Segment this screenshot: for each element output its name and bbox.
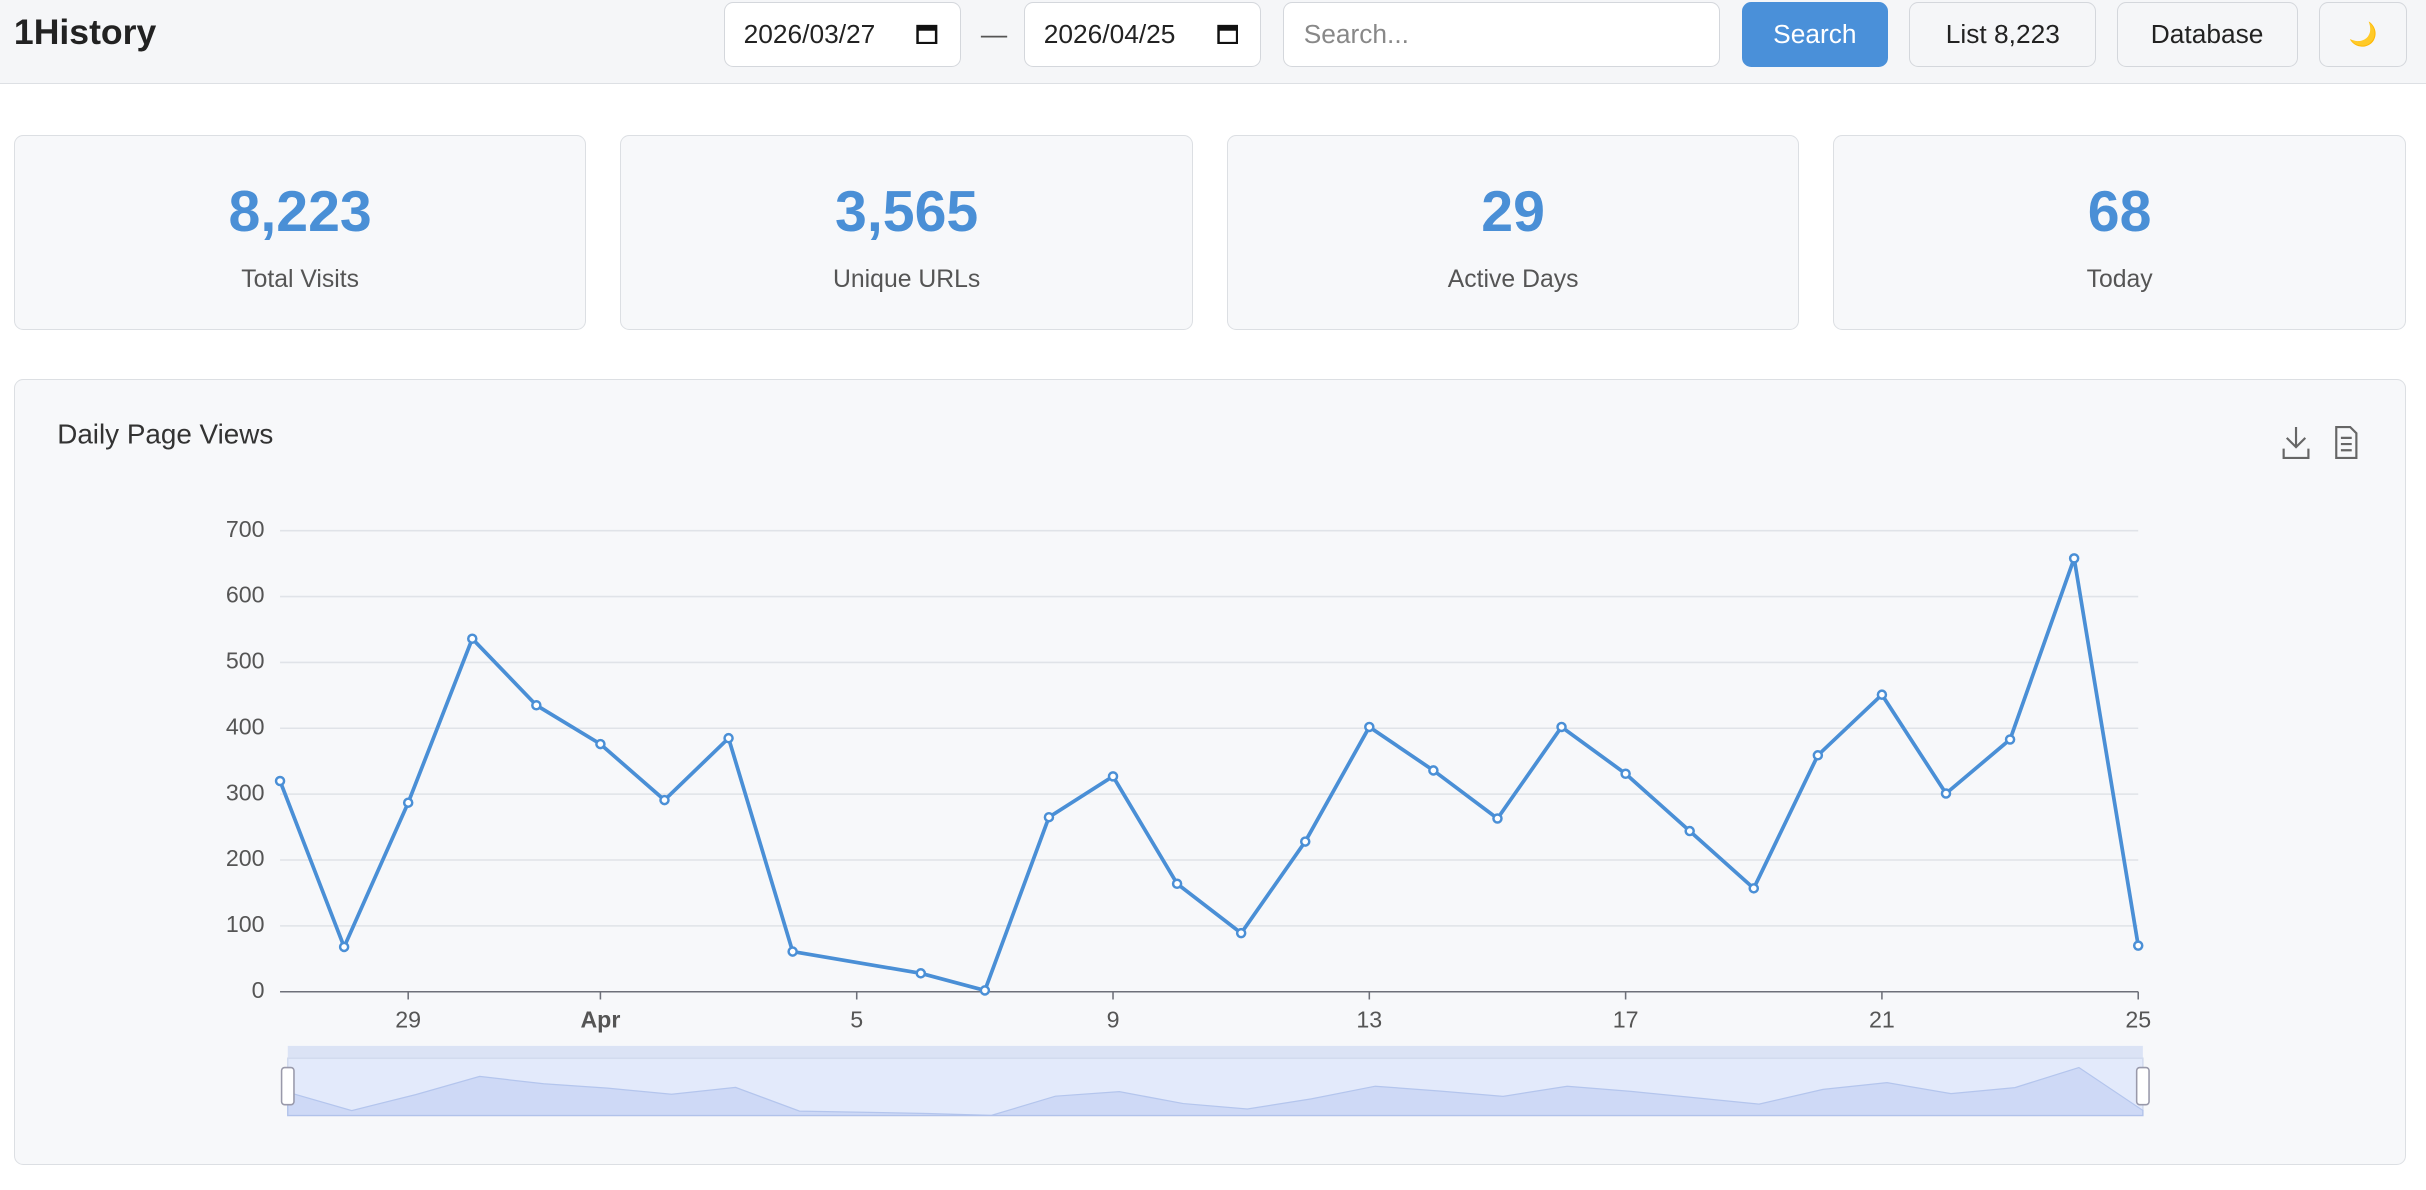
chart-title: Daily Page Views [57, 419, 273, 450]
point [1235, 927, 1247, 939]
point [723, 732, 734, 744]
point [531, 699, 542, 711]
preview-area [287, 1066, 2144, 1117]
point [338, 941, 350, 953]
date-from-text: 2026/03/27 [743, 18, 876, 49]
date-separator: — [980, 18, 1008, 49]
y-tick-label: 200 [226, 845, 265, 871]
search-input[interactable]: Search... [1282, 1, 1721, 67]
x-tick-label: Apr [580, 1006, 620, 1032]
date-to-text: 2026/04/25 [1043, 18, 1176, 49]
stat-value: 3,565 [835, 179, 979, 244]
stat-card: 8,223 Total Visits [13, 134, 587, 330]
calendar-icon [1216, 24, 1238, 45]
point [1684, 825, 1695, 837]
download-icon[interactable] [2282, 427, 2310, 460]
stat-value: 68 [2087, 179, 2152, 244]
header: 1History 2026/03/27 — 2026/04/25 Search.… [0, 0, 2426, 84]
x-tick-label: 13 [1356, 1006, 1382, 1032]
theme-button[interactable]: 🌙 [2319, 1, 2408, 67]
point [2068, 553, 2080, 564]
zoom-handle[interactable] [2135, 1066, 2150, 1106]
x-tick-label: 29 [395, 1006, 421, 1032]
stat-value: 8,223 [228, 179, 372, 244]
stat-value: 29 [1481, 179, 1545, 244]
stat-label: Unique URLs [833, 265, 981, 293]
list-button[interactable]: List 8,223 [1909, 1, 2097, 67]
point [787, 946, 798, 957]
point [1428, 765, 1439, 776]
data-view-icon[interactable] [2335, 425, 2358, 460]
point [1364, 721, 1375, 733]
point [979, 985, 991, 996]
point [1107, 771, 1119, 782]
stat-label: Active Days [1447, 265, 1579, 293]
y-tick-label: 300 [226, 779, 265, 805]
point [595, 738, 606, 750]
point [1492, 813, 1503, 824]
stat-card: 3,565 Unique URLs [620, 134, 1193, 330]
x-tick-label: 17 [1613, 1006, 1639, 1032]
stat-label: Total Visits [241, 265, 360, 293]
point [1748, 883, 1760, 894]
point [2132, 940, 2144, 951]
stat-card: 29 Active Days [1226, 134, 1800, 330]
point [1043, 811, 1055, 823]
point [467, 633, 478, 644]
app-title: 1History [13, 12, 157, 53]
date-to[interactable]: 2026/04/25 [1024, 1, 1261, 67]
search-button[interactable]: Search [1742, 1, 1888, 67]
y-tick-label: 400 [226, 713, 265, 739]
point [1940, 788, 1952, 799]
point [1299, 836, 1311, 847]
x-tick-label: 5 [850, 1006, 863, 1032]
zoom-handle[interactable] [280, 1066, 295, 1106]
point [915, 968, 927, 979]
y-tick-label: 500 [226, 648, 265, 674]
calendar-icon [916, 24, 938, 45]
point [402, 797, 414, 808]
point [659, 794, 670, 806]
search-placeholder: Search... [1303, 18, 1409, 49]
x-tick-label: 25 [2125, 1006, 2151, 1032]
date-from[interactable]: 2026/03/27 [724, 1, 961, 67]
y-tick-label: 700 [226, 516, 265, 542]
chart-panel [13, 379, 2406, 1166]
x-tick-label: 9 [1107, 1006, 1120, 1032]
stat-card: 68 Today [1833, 134, 2406, 330]
y-tick-label: 0 [252, 977, 265, 1003]
point [1171, 878, 1183, 889]
point [1620, 768, 1631, 779]
point [1812, 750, 1824, 761]
x-tick-label: 21 [1869, 1006, 1895, 1032]
point [1876, 689, 1888, 700]
stat-label: Today [2086, 265, 2153, 293]
y-tick-label: 600 [226, 582, 265, 608]
database-button[interactable]: Database [2116, 1, 2298, 67]
zoom-bar[interactable] [287, 1045, 2143, 1059]
point [1556, 721, 1567, 733]
point [2004, 734, 2016, 745]
y-tick-label: 100 [226, 911, 265, 937]
point [274, 775, 286, 787]
